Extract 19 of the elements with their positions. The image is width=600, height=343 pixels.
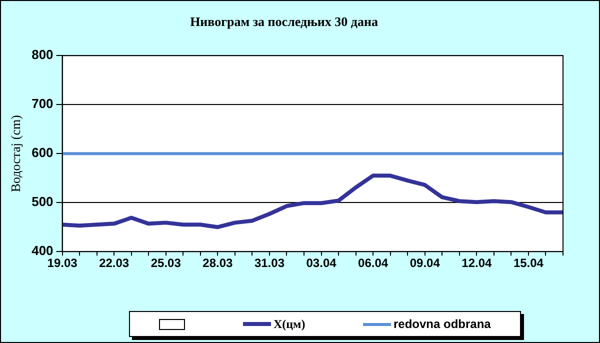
legend-label: X(цм) [273,316,306,332]
x-tick-label: 25.03 [150,256,182,270]
x-tick-label: 19.03 [47,256,78,270]
legend-label: redovna odbrana [393,317,491,331]
x-tick-label: 03.04 [306,256,337,270]
chart-title: Нивограм за последњих 30 дана [190,14,378,30]
y-tick-label: 700 [32,96,54,112]
x-tick-label: 22.03 [99,256,130,270]
y-tick-label: 600 [32,145,54,160]
x-tick-label: 06.04 [358,256,388,270]
y-tick-label: 400 [32,243,54,258]
y-tick-label: 800 [32,47,54,62]
x-tick-label: 28.03 [202,256,234,270]
y-axis-title: Водостај (cm) [8,115,24,192]
x-tick-label: 15.04 [513,256,544,270]
x-tick-label: 09.04 [410,256,440,270]
y-tick-label: 500 [32,194,54,210]
x-tick-label: 12.04 [462,256,492,270]
x-tick-label: 31.03 [254,256,285,270]
